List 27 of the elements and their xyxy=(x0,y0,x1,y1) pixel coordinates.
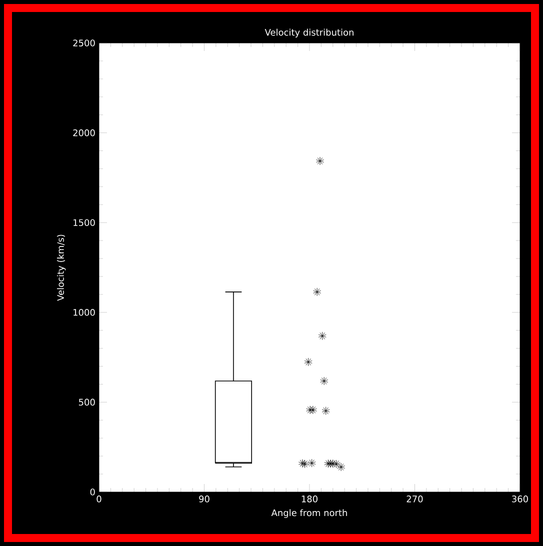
point xyxy=(320,376,328,386)
point xyxy=(313,288,322,296)
x-tick-label: 360 xyxy=(512,496,528,502)
point xyxy=(308,458,316,468)
chart-title: Velocity distribution xyxy=(264,28,354,38)
y-tick-label: 2500 xyxy=(73,40,95,46)
point xyxy=(304,358,312,366)
y-tick-label: 1000 xyxy=(74,308,95,316)
point xyxy=(322,406,330,416)
point xyxy=(324,459,332,468)
y-tick-label: 1500 xyxy=(74,219,95,226)
point xyxy=(316,156,324,166)
y-tick-label: 0 xyxy=(90,488,95,496)
x-tick-label: 180 xyxy=(302,496,318,502)
y-axis-title: Velocity (km/s) xyxy=(56,234,66,301)
y-tick-label: 2000 xyxy=(73,129,95,136)
x-tick-label: 270 xyxy=(406,496,423,502)
point xyxy=(309,406,318,414)
y-tick-label: 500 xyxy=(78,398,95,406)
point xyxy=(298,459,306,468)
x-tick-label: 0 xyxy=(96,496,102,502)
x-axis-title: Angle from north xyxy=(271,509,347,518)
point xyxy=(318,332,326,340)
point xyxy=(306,406,314,414)
x-tick-label: 90 xyxy=(199,496,210,502)
point xyxy=(300,460,309,468)
point xyxy=(326,459,335,468)
